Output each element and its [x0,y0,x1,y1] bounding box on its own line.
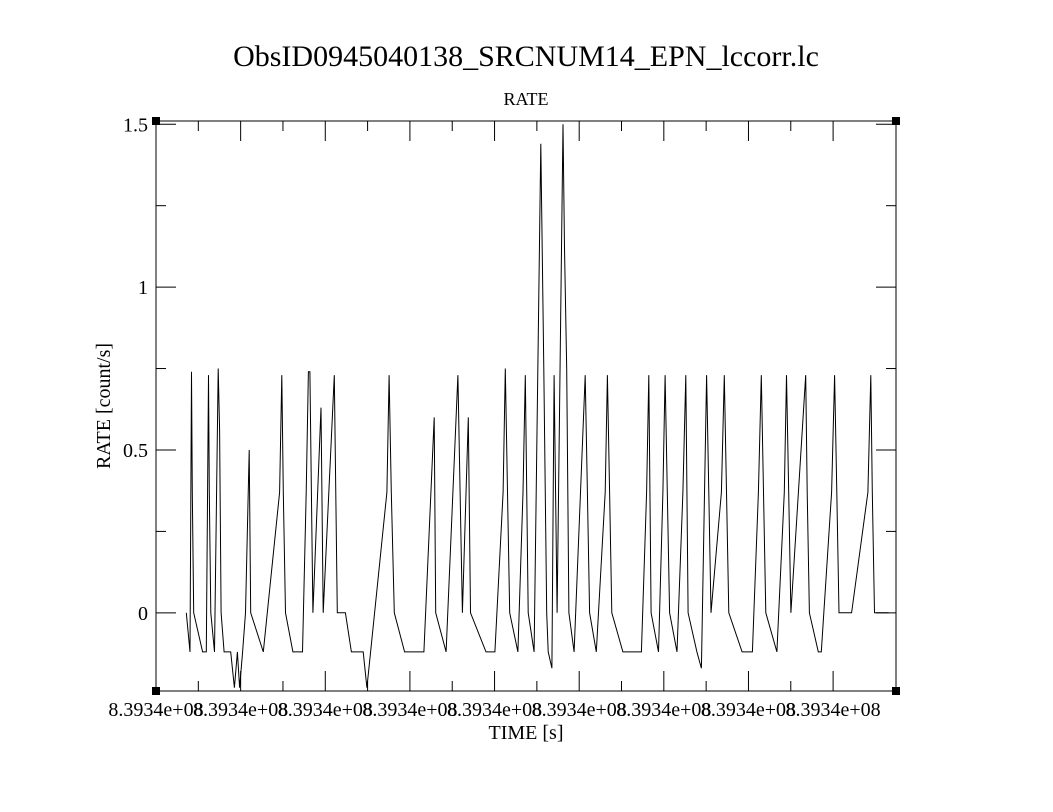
x-tick-label: 8.3934e+08 [701,699,796,721]
x-tick-label: 8.3934e+08 [108,699,203,721]
x-tick-label: 8.3934e+08 [532,699,627,721]
series-line [185,124,889,688]
corner-handle-top-right [892,117,900,125]
chart-title: ObsID0945040138_SRCNUM14_EPN_lccorr.lc [233,40,819,73]
y-tick-label: 1 [138,277,148,299]
x-tick-label: 8.3934e+08 [362,699,457,721]
axis-ticks [155,121,896,691]
data-series [185,124,889,688]
y-axis-label: RATE [count/s] [93,343,115,469]
axis-tick-labels: 00.511.58.3934e+088.3934e+088.3934e+088.… [108,114,880,721]
y-tick-label: 0 [138,603,148,625]
corner-handle-bottom-right [892,687,900,695]
plot-frame [155,120,897,692]
x-axis-label: TIME [s] [489,722,564,744]
x-tick-label: 8.3934e+08 [786,699,881,721]
x-tick-label: 8.3934e+08 [447,699,542,721]
y-tick-label: 0.5 [123,440,148,462]
x-tick-label: 8.3934e+08 [193,699,288,721]
chart-subtitle: RATE [504,89,549,109]
x-tick-label: 8.3934e+08 [616,699,711,721]
x-tick-label: 8.3934e+08 [278,699,373,721]
y-tick-label: 1.5 [123,114,148,136]
